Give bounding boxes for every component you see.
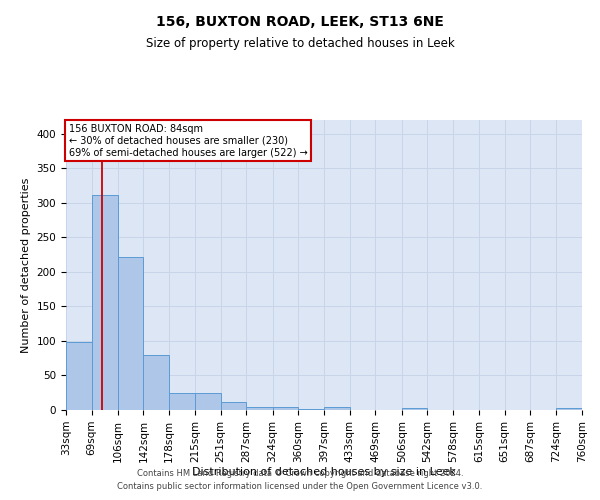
X-axis label: Distribution of detached houses by size in Leek: Distribution of detached houses by size … xyxy=(192,468,456,477)
Bar xyxy=(402,408,427,410)
Bar xyxy=(143,355,169,410)
Bar xyxy=(66,342,92,410)
Text: 156, BUXTON ROAD, LEEK, ST13 6NE: 156, BUXTON ROAD, LEEK, ST13 6NE xyxy=(156,15,444,29)
Text: Size of property relative to detached houses in Leek: Size of property relative to detached ho… xyxy=(146,38,454,51)
Bar xyxy=(118,256,143,410)
Bar xyxy=(195,392,221,410)
Y-axis label: Number of detached properties: Number of detached properties xyxy=(21,178,31,352)
Text: Contains HM Land Registry data © Crown copyright and database right 2024.: Contains HM Land Registry data © Crown c… xyxy=(137,468,463,477)
Bar xyxy=(325,406,350,410)
Bar xyxy=(169,392,195,410)
Text: 156 BUXTON ROAD: 84sqm
← 30% of detached houses are smaller (230)
69% of semi-de: 156 BUXTON ROAD: 84sqm ← 30% of detached… xyxy=(68,124,307,158)
Bar xyxy=(272,407,298,410)
Bar xyxy=(246,406,272,410)
Bar xyxy=(298,408,325,410)
Bar xyxy=(556,408,582,410)
Bar xyxy=(221,402,246,410)
Bar xyxy=(92,194,118,410)
Text: Contains public sector information licensed under the Open Government Licence v3: Contains public sector information licen… xyxy=(118,482,482,491)
